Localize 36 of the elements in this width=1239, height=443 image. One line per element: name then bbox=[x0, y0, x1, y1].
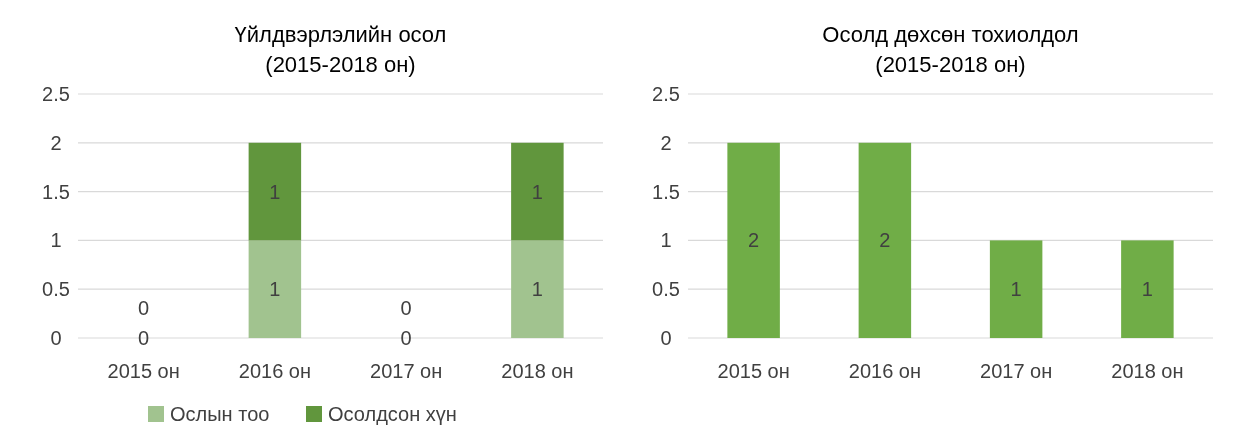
data-label: 1 bbox=[531, 278, 543, 301]
chart-title: Үйлдвэрлэлийн осол (2015-2018 он) bbox=[234, 22, 447, 77]
legend-label: Ослын тоо bbox=[170, 403, 270, 425]
y-tick-label: 1 bbox=[660, 229, 672, 252]
y-tick-label: 1.5 bbox=[42, 180, 70, 203]
x-tick-label: 2018 он bbox=[1111, 360, 1184, 382]
y-tick-label: 0 bbox=[50, 327, 62, 349]
x-tick-label: 2015 он bbox=[717, 360, 790, 382]
data-label: 1 bbox=[269, 180, 281, 203]
data-label: 0 bbox=[138, 297, 150, 319]
data-label: 0 bbox=[400, 327, 412, 349]
y-tick-label: 1 bbox=[50, 229, 62, 252]
x-tick-label: 2018 он bbox=[501, 360, 574, 382]
y-tick-label: 0.5 bbox=[42, 278, 70, 301]
data-label: 1 bbox=[269, 278, 281, 301]
data-label: 2 bbox=[748, 229, 760, 252]
x-tick-label: 2015 он bbox=[107, 360, 180, 382]
data-label: 1 bbox=[1010, 278, 1022, 301]
chart-title: Осолд дөхсөн тохиолдол (2015-2018 он) bbox=[822, 22, 1079, 77]
y-tick-label: 0.5 bbox=[652, 278, 680, 301]
x-tick-label: 2016 он bbox=[848, 360, 921, 382]
y-tick-label: 0 bbox=[660, 327, 672, 349]
data-label: 0 bbox=[400, 297, 412, 319]
data-label: 2 bbox=[879, 229, 891, 252]
x-tick-label: 2017 он bbox=[980, 360, 1053, 382]
y-tick-label: 2.5 bbox=[42, 83, 70, 105]
x-tick-label: 2016 он bbox=[238, 360, 311, 382]
data-label: 1 bbox=[1141, 278, 1153, 301]
data-label: 1 bbox=[531, 180, 543, 203]
legend-label: Осолдсон хүн bbox=[328, 403, 457, 425]
y-tick-label: 1.5 bbox=[652, 180, 680, 203]
y-tick-label: 2.5 bbox=[652, 83, 680, 105]
x-tick-label: 2017 он bbox=[370, 360, 443, 382]
y-tick-label: 2 bbox=[660, 131, 672, 154]
data-label: 0 bbox=[138, 327, 150, 349]
y-tick-label: 2 bbox=[50, 131, 62, 154]
